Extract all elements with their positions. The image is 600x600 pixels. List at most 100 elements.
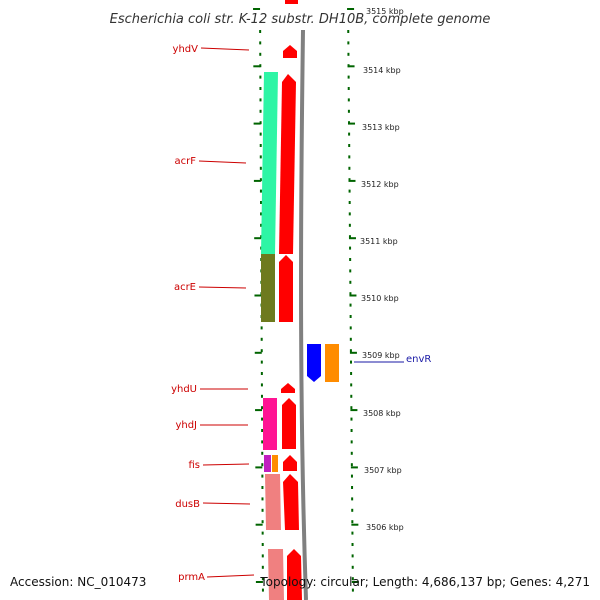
tick-dot [259, 52, 262, 56]
tick-dot [261, 406, 264, 410]
tick-dot [351, 577, 354, 581]
tick-mark [350, 409, 358, 412]
gene-feature-prmA[interactable] [287, 549, 302, 600]
gene-feature-yhdU[interactable] [281, 383, 295, 393]
scale-tick-label: 3514 kbp [363, 66, 401, 75]
tick-dot [347, 41, 350, 45]
tick-dot [349, 337, 352, 341]
scale-tick-label: 3507 kbp [364, 466, 402, 475]
tick-dot [350, 417, 353, 421]
tick-dot [261, 474, 264, 478]
tick-mark [253, 179, 261, 182]
gene-labels: yhdV acrF acrE yhdU yhdJ fis dusB prmA e… [171, 44, 431, 583]
tick-dot [348, 144, 351, 147]
gene-label-acrF[interactable]: acrF [175, 156, 197, 167]
gene-feature-acrF[interactable] [279, 74, 296, 254]
tick-dot [349, 303, 352, 307]
cog-block-yhdJ [263, 398, 277, 450]
tick-mark [351, 523, 359, 526]
tick-dot [347, 75, 350, 79]
tick-dot [349, 349, 352, 353]
tick-dot [350, 372, 353, 375]
tick-mark [347, 8, 355, 10]
tick-dot [350, 440, 353, 444]
tick-dot [347, 98, 350, 102]
scale-tick-label: 3508 kbp [363, 409, 401, 418]
map-title: Escherichia coli str. K-12 substr. DH10B… [110, 12, 491, 27]
tick-dot [261, 417, 264, 421]
tick-dot [259, 41, 262, 45]
tick-dot [260, 326, 263, 330]
tick-dot [349, 269, 352, 273]
tick-mark [254, 294, 262, 297]
gene-feature-yhdJ[interactable] [282, 398, 296, 449]
tick-dot [350, 451, 353, 455]
tick-dot [348, 166, 351, 170]
tick-mark [351, 581, 359, 583]
tick-dot [348, 235, 351, 239]
gene-feature-top [285, 0, 298, 4]
gene-label-acrE[interactable]: acrE [174, 282, 196, 293]
tick-dot [260, 201, 263, 204]
gene-label-yhdV[interactable]: yhdV [173, 44, 199, 55]
tick-dot [351, 588, 354, 592]
tick-dot [348, 201, 351, 204]
tick-dot [349, 258, 352, 261]
scale-tick-label: 3511 kbp [360, 237, 398, 246]
tick-dot [350, 360, 353, 364]
gene-feature-envR[interactable] [307, 344, 321, 382]
tick-mark [348, 122, 356, 125]
gene-label-yhdJ[interactable]: yhdJ [175, 420, 197, 431]
tick-dot [351, 520, 354, 524]
tick-dot [261, 497, 264, 501]
tick-mark [349, 351, 357, 354]
scale-tick-label: 3515 kbp [366, 7, 404, 16]
tick-dot [348, 132, 351, 136]
tick-dot [348, 223, 351, 227]
tick-dot [260, 372, 263, 375]
tick-dot [349, 280, 352, 284]
tick-dot [261, 508, 264, 512]
tick-mark [253, 122, 261, 125]
tick-dot [347, 30, 350, 33]
gene-feature-fis[interactable] [283, 455, 297, 471]
tick-dot [351, 508, 354, 512]
label-lines [198, 47, 255, 578]
tick-dot [261, 588, 264, 592]
gene-label-yhdU[interactable]: yhdU [171, 384, 197, 395]
tick-mark [349, 294, 357, 297]
tick-dot [260, 383, 263, 387]
gene-feature-dusB[interactable] [283, 474, 299, 530]
gene-feature-yhdV[interactable] [283, 45, 297, 58]
tick-dot [351, 531, 354, 535]
gene-label-envR[interactable]: envR [406, 354, 431, 365]
reverse-strand-track [307, 344, 339, 382]
tick-dot [259, 75, 262, 79]
tick-mark [350, 466, 358, 469]
tick-dot [260, 223, 263, 227]
cog-track [261, 72, 284, 600]
tick-dot [347, 52, 350, 56]
tick-dot [259, 144, 262, 147]
gene-feature-acrE[interactable] [279, 255, 293, 322]
scale-track: 3515 kbp 3514 kbp 3513 kbp 3512 kbp 3511… [360, 7, 404, 532]
gene-label-dusB[interactable]: dusB [175, 499, 200, 510]
tick-mark [254, 237, 262, 240]
tick-dot [348, 178, 351, 182]
tick-mark [255, 466, 263, 469]
tick-dot [259, 166, 262, 170]
tick-dot [261, 440, 264, 444]
tick-dot [261, 429, 264, 432]
tick-mark [255, 523, 263, 526]
tick-dot [347, 87, 350, 90]
tick-dot [260, 212, 263, 216]
gene-label-prmA[interactable]: prmA [178, 572, 205, 583]
cog-block-prmA [268, 549, 284, 600]
tick-dot [350, 394, 353, 398]
tick-dot [349, 326, 352, 330]
tick-dot [351, 497, 354, 501]
tick-dot [350, 429, 353, 432]
cog-block-acrE [261, 254, 275, 322]
gene-label-fis[interactable]: fis [188, 460, 200, 471]
